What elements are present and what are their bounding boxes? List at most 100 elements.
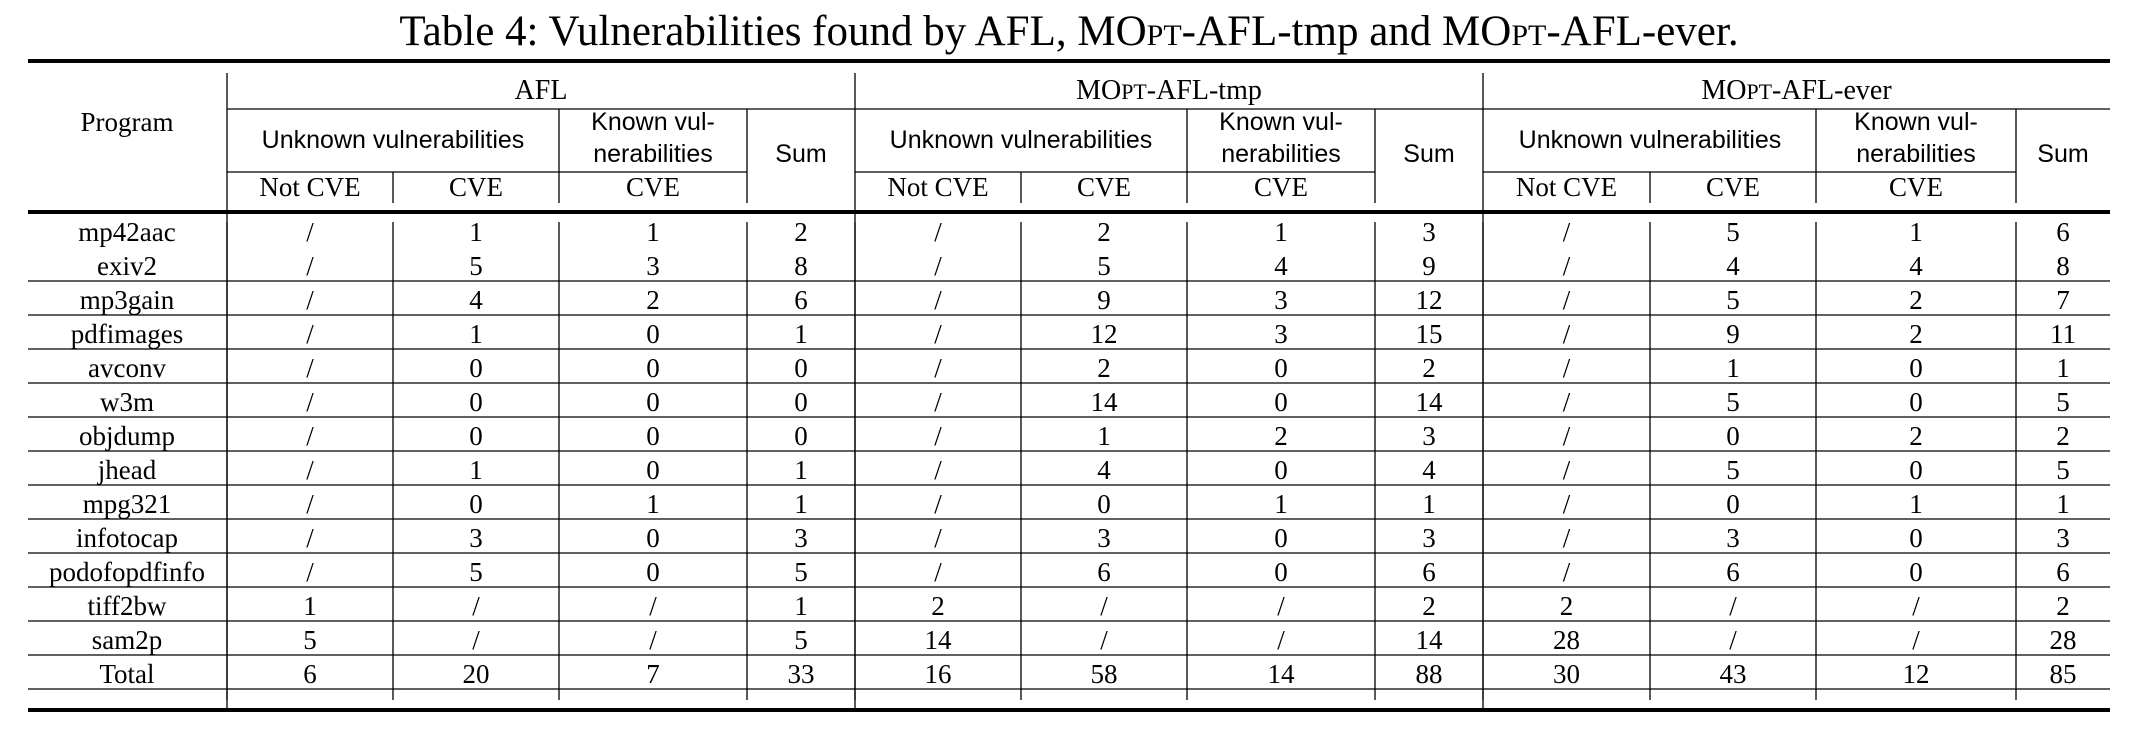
header-known-1: Known vul- [1219,108,1343,136]
table-cell: / [1563,489,1571,519]
program-name: exiv2 [97,251,157,281]
table-cell: 0 [646,455,660,485]
caption-text-1: Vulnerabilities found by AFL, MO [548,8,1147,55]
table-cell: / [1563,421,1571,451]
table-cell: 15 [1416,319,1443,349]
table-cell: 12 [1903,659,1930,689]
table-cell: 1 [469,455,483,485]
table-cell: 1 [1909,217,1923,247]
table-cell: / [649,625,657,655]
table-cell: 6 [794,285,808,315]
table-cell: 88 [1416,659,1443,689]
table-cell: / [1729,591,1737,621]
table-cell: 3 [1422,421,1436,451]
table-cell: 30 [1553,659,1580,689]
table-cell: / [934,387,942,417]
table-cell: 5 [2056,387,2070,417]
table-cell: 14 [1268,659,1296,689]
header-cve: CVE [1889,172,1943,202]
table-cell: 5 [794,557,808,587]
table-cell: 0 [1726,489,1740,519]
table-cell: 6 [1422,557,1436,587]
table-cell: / [1100,591,1108,621]
caption-label: Table 4: [399,8,539,55]
table-cell: 7 [646,659,660,689]
header-known-2: nerabilities [1856,140,1976,168]
table-cell: 8 [794,251,808,281]
table-cell: 1 [303,591,317,621]
table-cell: / [934,251,942,281]
header-not-cve: Not CVE [1516,172,1617,202]
table-cell: 0 [646,523,660,553]
table-cell: 4 [1274,251,1288,281]
table-cell: / [306,523,314,553]
header-tool-3: MOPT-AFL-ever [1701,75,1892,106]
table-cell: 14 [1416,625,1444,655]
table-cell: 5 [794,625,808,655]
table-cell: 7 [2056,285,2070,315]
table-cell: 2 [1909,421,1923,451]
table-cell: 4 [1422,455,1436,485]
table-cell: 0 [1909,523,1923,553]
table-cell: 3 [1422,217,1436,247]
table-cell: 2 [1422,591,1436,621]
header-tool-2: MOPT-AFL-tmp [1076,75,1262,106]
table-cell: 1 [794,591,808,621]
table-cell: 1 [646,217,660,247]
table-cell: 0 [646,557,660,587]
header-not-cve: Not CVE [887,172,988,202]
table-cell: 14 [1416,387,1444,417]
header-unknown: Unknown vulnerabilities [890,126,1153,154]
table-cell: / [934,557,942,587]
table-cell: / [934,217,942,247]
table-cell: / [1563,387,1571,417]
table-cell: 28 [1553,625,1580,655]
table-cell: 3 [1726,523,1740,553]
program-name: w3m [100,387,154,417]
header-cve: CVE [1254,172,1308,202]
table-cell: 85 [2050,659,2077,689]
table-cell: 9 [1726,319,1740,349]
table-cell: 2 [1097,217,1111,247]
table-cell: 2 [2056,591,2070,621]
table-cell: 6 [2056,217,2070,247]
table-cell: 1 [469,217,483,247]
table-cell: 33 [788,659,815,689]
table-cell: 1 [1422,489,1436,519]
table-cell: / [1563,319,1571,349]
table-cell: 11 [2050,319,2076,349]
header-known-2: nerabilities [593,140,713,168]
header-not-cve: Not CVE [259,172,360,202]
table-cell: 1 [646,489,660,519]
table-cell: 9 [1422,251,1436,281]
table-cell: 0 [469,421,483,451]
table-cell: 0 [1274,455,1288,485]
table-cell: 28 [2050,625,2077,655]
table-cell: 5 [1097,251,1111,281]
table-cell: 9 [1097,285,1111,315]
table-cell: 3 [469,523,483,553]
header-cve: CVE [626,172,680,202]
table-cell: 1 [1274,217,1288,247]
table-cell: / [306,489,314,519]
table-cell: / [1100,625,1108,655]
table-cell: 12 [1091,319,1118,349]
table-cell: 1 [794,489,808,519]
table-cell: 4 [469,285,483,315]
table-cell: 0 [794,421,808,451]
table-cell: 1 [1909,489,1923,519]
table-cell: 1 [2056,353,2070,383]
table-cell: 0 [794,387,808,417]
table-cell: / [306,353,314,383]
table-cell: / [1563,455,1571,485]
table-cell: 2 [794,217,808,247]
table-cell: 0 [646,353,660,383]
table-cell: 6 [1726,557,1740,587]
table-cell: 0 [646,387,660,417]
table-cell: / [1729,625,1737,655]
header-tool-1: AFL [515,75,568,106]
program-name: podofopdfinfo [49,557,205,587]
table-cell: 5 [1726,217,1740,247]
table-cell: / [934,421,942,451]
table-cell: 0 [1909,455,1923,485]
